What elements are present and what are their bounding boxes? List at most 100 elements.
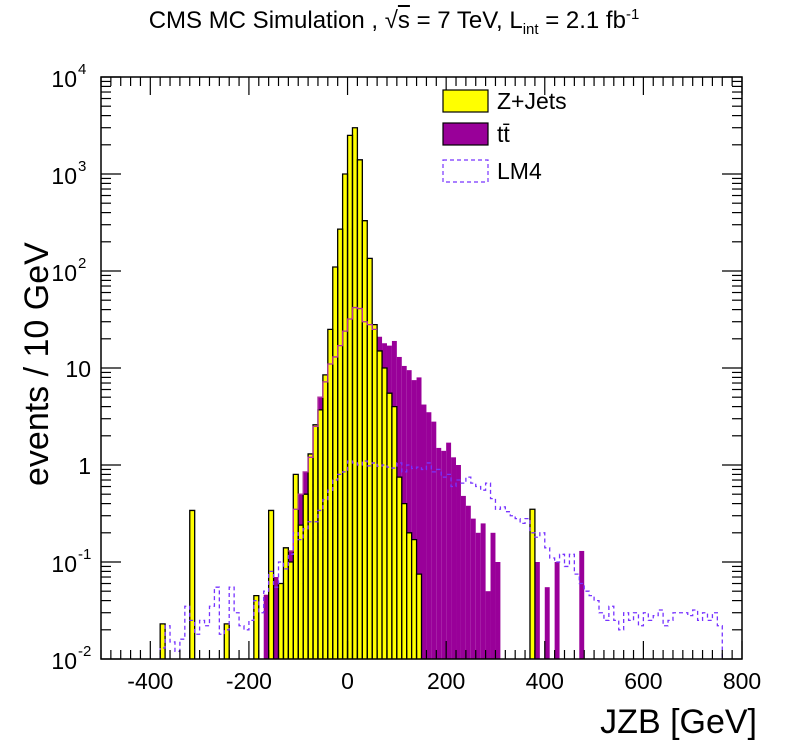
ttbar-bar	[411, 380, 417, 659]
zjets-bar	[357, 159, 363, 660]
x-tick-label: -200	[226, 668, 272, 694]
zjets-bar	[529, 509, 535, 659]
ttbar-bar	[579, 550, 585, 659]
legend-label: Z+Jets	[497, 88, 567, 114]
ttbar-top-edge	[288, 306, 378, 552]
x-tick-label: -400	[127, 668, 173, 694]
y-tick-exponent: -2	[78, 643, 91, 660]
zjets-outline	[415, 573, 423, 659]
y-tick-label: 10	[51, 66, 77, 92]
ttbar-bar	[465, 505, 471, 659]
x-tick-label: 200	[427, 668, 465, 694]
zjets-bar	[160, 623, 166, 659]
title-lumi-value: = 2.1 fb	[545, 7, 626, 34]
zjets-bar	[347, 135, 353, 659]
title-experiment: CMS MC Simulation ,	[148, 7, 379, 34]
zjets-bar	[411, 539, 417, 659]
ttbar-bar	[441, 450, 447, 659]
zjets-series	[159, 127, 536, 660]
zjets-outline	[223, 623, 230, 659]
x-tick-label: 400	[526, 668, 564, 694]
zjets-outline	[189, 509, 196, 659]
zjets-bar	[189, 510, 195, 659]
zjets-bar	[377, 350, 383, 659]
legend: Z+Jets tt̄ LM4	[442, 88, 567, 184]
zjets-bar	[268, 510, 274, 659]
title-sqrt-symbol: √	[384, 7, 398, 34]
title-energy: = 7 TeV, L	[416, 7, 523, 34]
zjets-bar	[337, 229, 343, 659]
zjets-bar	[317, 409, 323, 659]
x-tick-label: 0	[341, 668, 354, 694]
title-sqrt-arg: s	[397, 7, 410, 34]
ttbar-bar	[554, 562, 560, 659]
title-lumi-exp: -1	[625, 6, 640, 23]
ttbar-bar	[446, 442, 452, 659]
zjets-bar	[396, 477, 402, 659]
y-tick-label: 10	[51, 260, 77, 286]
ttbar-bar	[534, 562, 540, 659]
ttbar-bar	[451, 457, 457, 659]
ttbar-bar	[460, 495, 466, 659]
legend-label: tt̄	[497, 121, 510, 147]
zjets-bar	[342, 174, 348, 659]
ttbar-bar	[416, 377, 422, 659]
x-tick-label: 600	[624, 668, 662, 694]
zjets-bar	[367, 258, 373, 659]
ttbar-bar	[263, 594, 269, 659]
y-tick-label: 10	[51, 648, 77, 674]
zjets-bar	[332, 266, 338, 659]
y-tick-label: 1	[78, 453, 91, 479]
zjets-bar	[327, 329, 333, 659]
legend-label: LM4	[497, 158, 542, 184]
zjets-bar	[288, 562, 294, 659]
ttbar-bar	[273, 577, 279, 659]
ttbar-bar	[431, 421, 437, 659]
zjets-bar	[313, 424, 318, 659]
zjets-bar	[308, 453, 314, 659]
zjets-bar	[406, 532, 412, 659]
zjets-bar	[298, 525, 304, 659]
y-tick-exponent: 3	[78, 158, 86, 175]
zjets-bar	[386, 393, 392, 659]
y-axis-label: events / 10 GeV	[18, 242, 56, 486]
ttbar-bar	[544, 587, 550, 659]
zjets-bar	[283, 547, 289, 659]
title-lumi-sub: int	[522, 20, 539, 38]
y-tick-exponent: 4	[78, 61, 86, 78]
zjets-bar	[352, 127, 358, 659]
zjets-bar	[416, 574, 422, 659]
ttbar-bar	[406, 370, 412, 659]
x-axis-label: JZB [GeV]	[600, 703, 757, 741]
zjets-bar	[303, 494, 309, 659]
y-tick-label: 10	[51, 163, 77, 189]
ttbar-bar	[495, 562, 501, 659]
axes	[100, 76, 743, 660]
zjets-bar	[382, 368, 387, 659]
ttbar-bar	[485, 591, 491, 659]
zjets-outline	[253, 594, 260, 659]
lm4-line	[159, 460, 723, 659]
ttbar-bar	[470, 518, 476, 659]
zjets-bar	[372, 324, 378, 659]
zjets-bar	[224, 623, 230, 659]
y-tick-label: 10	[65, 356, 91, 382]
ttbar-bar	[426, 412, 432, 659]
x-tick-label: 800	[723, 668, 761, 694]
zjets-outline	[529, 508, 536, 659]
ttbar-bar	[490, 532, 496, 659]
ttbar-bar	[480, 523, 486, 659]
legend-swatch	[442, 159, 489, 183]
lm4-series	[159, 460, 723, 659]
ttbar-bar	[436, 447, 442, 659]
zjets-bar	[362, 220, 368, 659]
y-tick-label: 10	[51, 551, 77, 577]
y-tick-exponent: -1	[78, 546, 91, 563]
zjets-bar	[253, 595, 259, 659]
zjets-bar	[401, 503, 407, 659]
chart-title: CMS MC Simulation , √s = 7 TeV, Lint = 2…	[0, 6, 788, 38]
zjets-bar	[293, 474, 299, 659]
ttbar-bar	[456, 465, 461, 659]
zjets-bar	[322, 374, 328, 659]
